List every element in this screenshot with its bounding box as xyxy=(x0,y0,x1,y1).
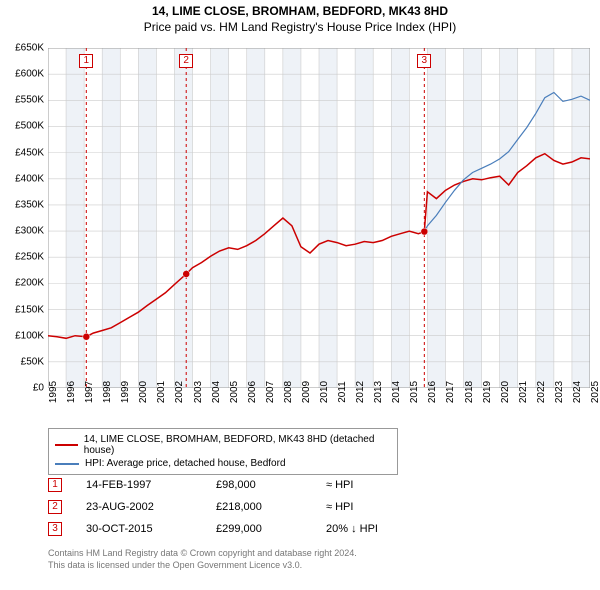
x-axis-label: 2012 xyxy=(355,381,366,403)
sales-row-price: £218,000 xyxy=(216,501,326,513)
chart-area: £0£50K£100K£150K£200K£250K£300K£350K£400… xyxy=(48,48,590,388)
x-axis-label: 2025 xyxy=(590,381,600,403)
sale-marker-box: 2 xyxy=(179,54,193,68)
y-axis-label: £650K xyxy=(15,43,44,54)
x-axis-label: 2017 xyxy=(445,381,456,403)
legend-label: HPI: Average price, detached house, Bedf… xyxy=(85,458,286,469)
sales-row-date: 23-AUG-2002 xyxy=(86,501,216,513)
sales-row: 1 14-FEB-1997£98,000≈ HPI xyxy=(48,474,446,496)
sales-row-marker: 2 xyxy=(48,500,62,514)
y-axis-label: £250K xyxy=(15,252,44,263)
x-axis-label: 2015 xyxy=(409,381,420,403)
y-axis-label: £100K xyxy=(15,330,44,341)
chart-title: 14, LIME CLOSE, BROMHAM, BEDFORD, MK43 8… xyxy=(0,0,600,18)
x-axis-label: 2022 xyxy=(536,381,547,403)
y-axis-label: £350K xyxy=(15,199,44,210)
chart-container: 14, LIME CLOSE, BROMHAM, BEDFORD, MK43 8… xyxy=(0,0,600,590)
x-axis-label: 1997 xyxy=(84,381,95,403)
footer: Contains HM Land Registry data © Crown c… xyxy=(48,548,357,571)
y-axis-label: £500K xyxy=(15,121,44,132)
sales-row: 3 30-OCT-2015£299,00020% ↓ HPI xyxy=(48,518,446,540)
sale-marker-box: 3 xyxy=(417,54,431,68)
sales-row-marker: 1 xyxy=(48,478,62,492)
y-axis-label: £550K xyxy=(15,95,44,106)
legend-label: 14, LIME CLOSE, BROMHAM, BEDFORD, MK43 8… xyxy=(84,434,391,456)
legend-item: HPI: Average price, detached house, Bedf… xyxy=(55,457,391,470)
chart-svg xyxy=(48,48,590,388)
x-axis-label: 2010 xyxy=(319,381,330,403)
x-axis-label: 2005 xyxy=(229,381,240,403)
legend-swatch xyxy=(55,444,78,446)
x-axis-label: 2003 xyxy=(193,381,204,403)
x-axis-label: 2009 xyxy=(301,381,312,403)
sales-row-hpi: ≈ HPI xyxy=(326,479,446,491)
x-axis-label: 2019 xyxy=(482,381,493,403)
x-axis-label: 1995 xyxy=(48,381,59,403)
x-axis-label: 2016 xyxy=(427,381,438,403)
x-axis-label: 2006 xyxy=(247,381,258,403)
x-axis-label: 2014 xyxy=(391,381,402,403)
y-axis-label: £200K xyxy=(15,278,44,289)
sales-row-hpi: 20% ↓ HPI xyxy=(326,523,446,535)
y-axis-label: £0 xyxy=(33,383,44,394)
legend: 14, LIME CLOSE, BROMHAM, BEDFORD, MK43 8… xyxy=(48,428,398,475)
x-axis-label: 2004 xyxy=(211,381,222,403)
x-axis-label: 2018 xyxy=(464,381,475,403)
y-axis-label: £600K xyxy=(15,69,44,80)
x-axis-label: 2002 xyxy=(174,381,185,403)
x-axis-label: 2021 xyxy=(518,381,529,403)
x-axis-label: 2024 xyxy=(572,381,583,403)
sales-row: 2 23-AUG-2002£218,000≈ HPI xyxy=(48,496,446,518)
legend-swatch xyxy=(55,463,79,465)
y-axis-label: £150K xyxy=(15,304,44,315)
x-axis-label: 1999 xyxy=(120,381,131,403)
x-axis-label: 2008 xyxy=(283,381,294,403)
x-axis-label: 1996 xyxy=(66,381,77,403)
sales-row-hpi: ≈ HPI xyxy=(326,501,446,513)
sales-table: 1 14-FEB-1997£98,000≈ HPI 2 23-AUG-2002£218… xyxy=(48,474,446,540)
sales-row-date: 14-FEB-1997 xyxy=(86,479,216,491)
sales-row-marker: 3 xyxy=(48,522,62,536)
sales-row-date: 30-OCT-2015 xyxy=(86,523,216,535)
footer-line-2: This data is licensed under the Open Gov… xyxy=(48,560,357,572)
x-axis-label: 1998 xyxy=(102,381,113,403)
chart-subtitle: Price paid vs. HM Land Registry's House … xyxy=(0,18,600,40)
x-axis-label: 2023 xyxy=(554,381,565,403)
legend-item: 14, LIME CLOSE, BROMHAM, BEDFORD, MK43 8… xyxy=(55,433,391,457)
y-axis-label: £450K xyxy=(15,147,44,158)
footer-line-1: Contains HM Land Registry data © Crown c… xyxy=(48,548,357,560)
y-axis-label: £50K xyxy=(21,356,44,367)
y-axis-label: £300K xyxy=(15,226,44,237)
x-axis-label: 2011 xyxy=(337,381,348,403)
y-axis-label: £400K xyxy=(15,173,44,184)
x-axis-label: 2020 xyxy=(500,381,511,403)
x-axis-label: 2013 xyxy=(373,381,384,403)
x-axis-label: 2000 xyxy=(138,381,149,403)
x-axis-label: 2001 xyxy=(156,381,167,403)
sale-marker-box: 1 xyxy=(79,54,93,68)
sales-row-price: £299,000 xyxy=(216,523,326,535)
x-axis-label: 2007 xyxy=(265,381,276,403)
sales-row-price: £98,000 xyxy=(216,479,326,491)
